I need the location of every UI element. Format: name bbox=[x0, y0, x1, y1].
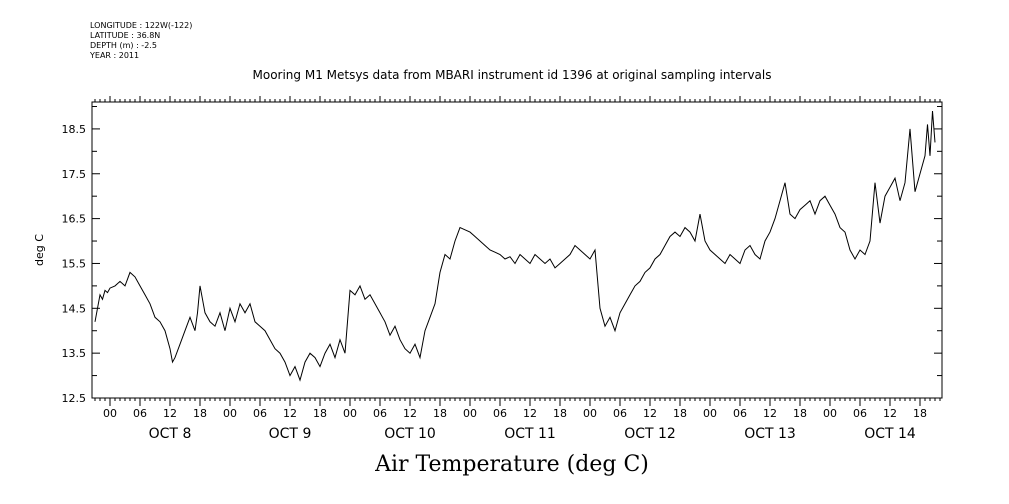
x-tick-label: 18 bbox=[433, 407, 447, 420]
chart-title: Mooring M1 Metsys data from MBARI instru… bbox=[252, 68, 772, 82]
y-tick-label: 15.5 bbox=[62, 257, 87, 270]
x-tick-label: 06 bbox=[133, 407, 147, 420]
x-day-label: OCT 12 bbox=[624, 426, 676, 442]
x-tick-label: 06 bbox=[613, 407, 627, 420]
x-tick-label: 00 bbox=[343, 407, 357, 420]
y-tick-label: 13.5 bbox=[62, 347, 87, 360]
x-tick-label: 06 bbox=[733, 407, 747, 420]
x-tick-label: 18 bbox=[193, 407, 207, 420]
x-tick-label: 18 bbox=[553, 407, 567, 420]
x-day-label: OCT 13 bbox=[744, 426, 796, 442]
x-tick-label: 00 bbox=[103, 407, 117, 420]
metadata-latitude: LATITUDE : 36.8N bbox=[90, 31, 161, 40]
series-line-air-temperature bbox=[94, 110, 936, 382]
x-tick-label: 18 bbox=[313, 407, 327, 420]
y-tick-label: 16.5 bbox=[62, 213, 87, 226]
x-tick-label: 18 bbox=[793, 407, 807, 420]
x-tick-label: 12 bbox=[763, 407, 777, 420]
x-tick-label: 12 bbox=[883, 407, 897, 420]
x-day-label: OCT 14 bbox=[864, 426, 916, 442]
y-tick-label: 17.5 bbox=[62, 168, 87, 181]
metadata-block: LONGITUDE : 122W(-122) LATITUDE : 36.8N … bbox=[90, 21, 192, 61]
x-tick-label: 06 bbox=[253, 407, 267, 420]
x-tick-label: 06 bbox=[853, 407, 867, 420]
metadata-longitude: LONGITUDE : 122W(-122) bbox=[90, 21, 193, 30]
x-tick-label: 06 bbox=[373, 407, 387, 420]
x-tick-label: 06 bbox=[493, 407, 507, 420]
y-tick-label: 12.5 bbox=[62, 392, 87, 405]
plot-frame bbox=[91, 101, 943, 399]
x-day-label: OCT 8 bbox=[149, 426, 192, 442]
x-tick-label: 12 bbox=[523, 407, 537, 420]
x-tick-label: 18 bbox=[673, 407, 687, 420]
x-tick-label: 12 bbox=[403, 407, 417, 420]
x-tick-label: 00 bbox=[703, 407, 717, 420]
x-tick-label: 12 bbox=[643, 407, 657, 420]
x-tick-label: 18 bbox=[913, 407, 927, 420]
y-axis-label: deg C bbox=[33, 234, 46, 266]
x-day-label: OCT 11 bbox=[504, 426, 556, 442]
y-tick-label: 14.5 bbox=[62, 302, 87, 315]
y-tick-label: 18.5 bbox=[62, 123, 87, 136]
x-tick-label: 00 bbox=[223, 407, 237, 420]
x-tick-label: 00 bbox=[463, 407, 477, 420]
x-tick-label: 12 bbox=[163, 407, 177, 420]
metadata-year: YEAR : 2011 bbox=[90, 51, 140, 60]
x-day-label: OCT 9 bbox=[269, 426, 312, 442]
x-tick-label: 00 bbox=[583, 407, 597, 420]
x-tick-label: 00 bbox=[823, 407, 837, 420]
x-day-label: OCT 10 bbox=[384, 426, 436, 442]
chart-subtitle: Air Temperature (deg C) bbox=[375, 452, 649, 477]
x-tick-label: 12 bbox=[283, 407, 297, 420]
metadata-depth: DEPTH (m) : -2.5 bbox=[90, 41, 157, 50]
